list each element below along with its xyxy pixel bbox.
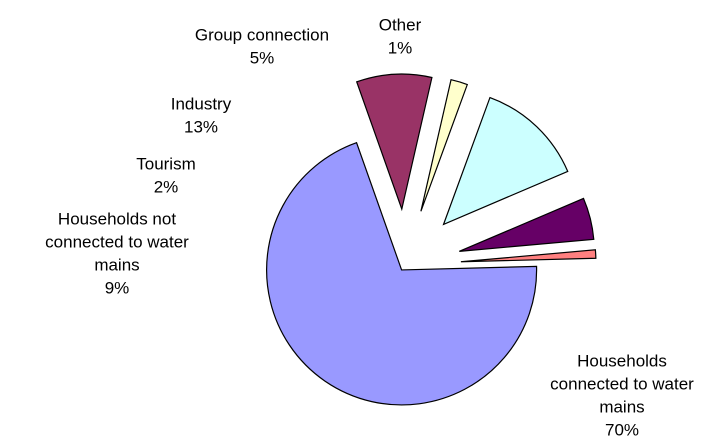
slice-percent-label: 13% [184, 118, 218, 137]
pie-labels: Households connected to water mains 70%Hous… [45, 16, 694, 440]
slice-name-label: Households not [58, 210, 176, 229]
pie-slice-not-connected [355, 73, 433, 212]
slice-percent-label: 9% [105, 279, 130, 298]
slice-name-label: connected to water [45, 233, 189, 252]
slice-label-not-connected: Households not connected to water mains 9% [45, 210, 189, 298]
slice-name-label: mains [94, 256, 139, 275]
pie-slice-industry [442, 96, 569, 226]
slice-name-label: mains [599, 398, 644, 417]
pie-slices [266, 73, 597, 406]
slice-name-label: connected to water [550, 375, 694, 394]
pie-slice-group-connection [459, 197, 595, 252]
slice-percent-label: 5% [250, 49, 275, 68]
pie-slice-connected [266, 141, 538, 406]
slice-percent-label: 70% [605, 421, 639, 440]
slice-name-label: Industry [171, 95, 232, 114]
slice-name-label: Other [379, 16, 422, 35]
slice-name-label: Group connection [195, 26, 329, 45]
slice-label-connected: Households connected to water mains 70% [550, 352, 694, 440]
slice-name-label: Households [577, 352, 667, 371]
pie-slice-tourism [420, 78, 469, 212]
slice-percent-label: 1% [388, 39, 413, 58]
slice-label-group-connection: Group connection 5% [195, 26, 329, 68]
slice-label-industry: Industry 13% [171, 95, 232, 137]
slice-percent-label: 2% [154, 178, 179, 197]
slice-label-other: Other 1% [379, 16, 422, 58]
pie-slice-other [460, 249, 597, 263]
slice-label-tourism: Tourism 2% [136, 155, 196, 197]
slice-name-label: Tourism [136, 155, 196, 174]
